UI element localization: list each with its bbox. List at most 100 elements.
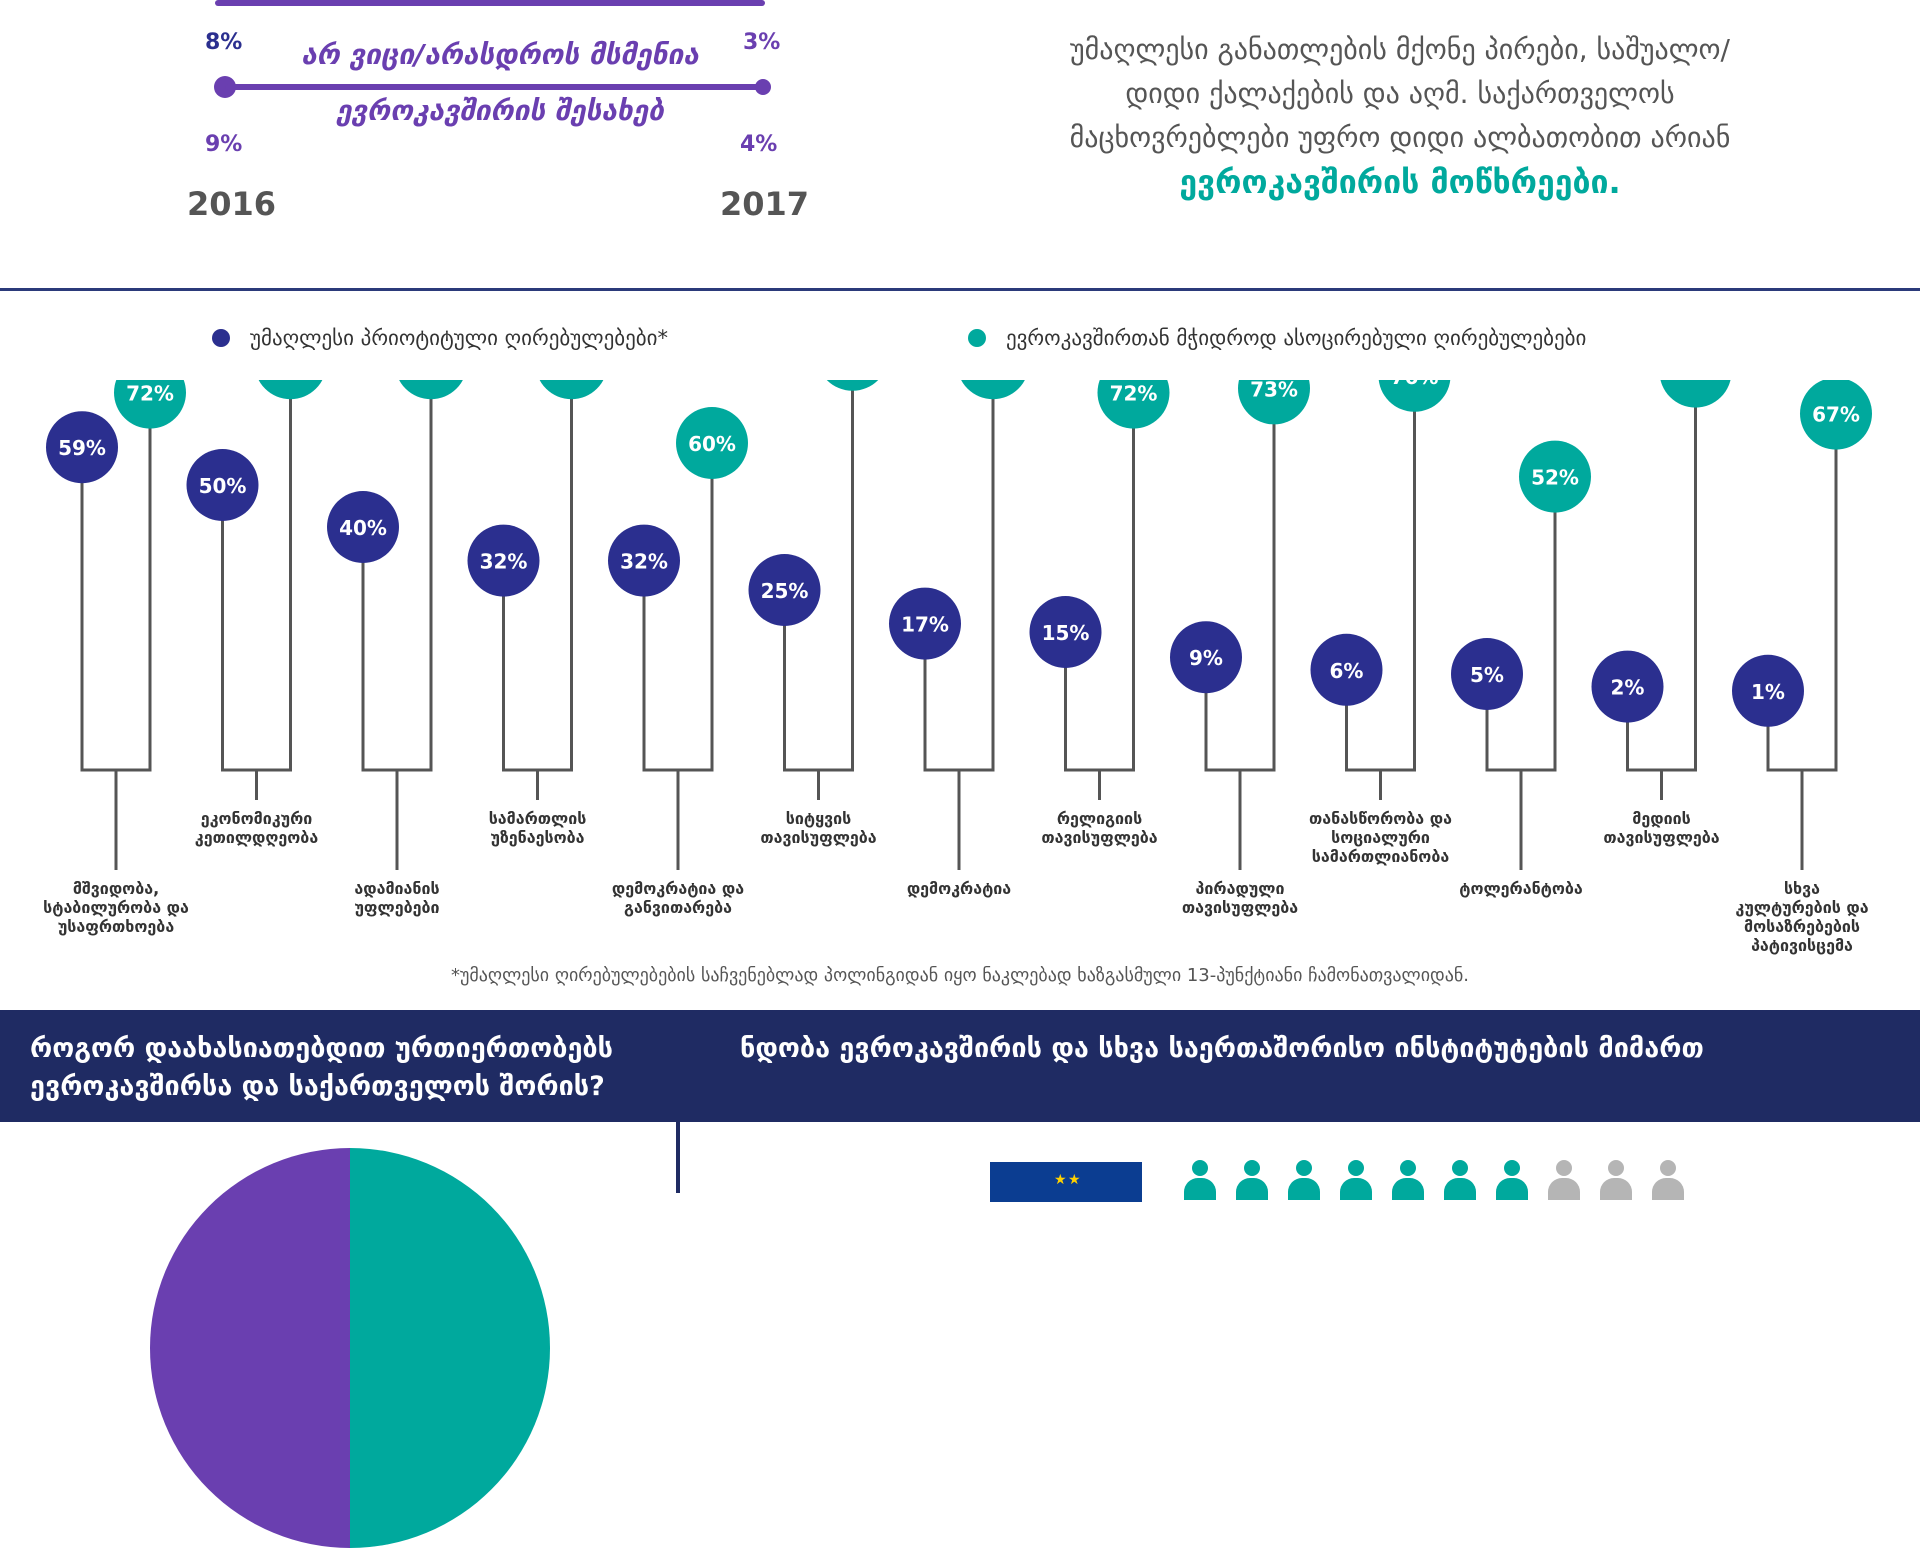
navy-value-label: 40% <box>339 516 387 540</box>
navy-marker <box>186 449 259 521</box>
bottom-separator <box>676 1010 680 1193</box>
trend-line-top <box>215 0 765 6</box>
connector-line <box>1485 476 1557 772</box>
right-note: უმაღლესი განათლების მქონე პირები, საშუალ… <box>960 28 1840 204</box>
person-icon <box>1596 1160 1636 1200</box>
right-note-line2: დიდი ქალაქების და აღმ. საქართველოს <box>1125 77 1675 110</box>
person-icon <box>1492 1160 1532 1200</box>
category-label: სიტყვის თავისუფლება <box>760 809 876 847</box>
trend-label-line2: ევროკავშირის შესახებ <box>336 94 664 127</box>
navy-value-label: 25% <box>761 579 809 603</box>
navy-marker <box>1170 621 1242 694</box>
right-note-line1: უმაღლესი განათლების მქონე პირები, საშუალ… <box>1069 33 1730 66</box>
navy-value-label: 9% <box>1189 646 1223 670</box>
person-icon <box>1388 1160 1428 1200</box>
navy-marker <box>889 587 961 660</box>
legend-teal-label: ევროკავშირთან მჭიდროდ ასოცირებული ღირებუ… <box>1006 326 1587 350</box>
teal-marker <box>1238 380 1310 425</box>
eu-star-icon: ★ <box>1054 1172 1067 1188</box>
connector-line <box>923 380 995 772</box>
trend-b-start: 9% <box>205 132 243 157</box>
person-icon <box>1180 1160 1220 1200</box>
connector-line <box>1204 388 1276 772</box>
navy-marker <box>327 491 399 563</box>
teal-marker <box>258 380 323 400</box>
navy-value-label: 2% <box>1611 676 1645 700</box>
connector-line <box>221 380 292 772</box>
teal-marker <box>399 380 463 400</box>
category-label: დემოკრატია <box>907 879 1011 898</box>
person-icon <box>1232 1160 1272 1200</box>
values-dumbbell-chart: 59% 72% მშვიდობა, სტაბილურობა და უსაფრთხოება… <box>43 380 1872 955</box>
teal-value-label: 77% <box>1672 380 1720 385</box>
category-label: დემოკრატია და განვითარება <box>612 879 744 917</box>
trend-b-end: 4% <box>740 132 778 157</box>
category-label: სხვა კულტურების და მოსაზრებების პატივისცემა <box>1735 879 1868 955</box>
category-label: ადამიანის უფლებები <box>354 879 439 917</box>
teal-marker <box>1378 380 1451 412</box>
person-icon <box>1284 1160 1324 1200</box>
navy-value-label: 1% <box>1751 680 1785 704</box>
teal-marker <box>539 380 604 400</box>
right-note-highlight: ევროკავშირის მოწხრეები. <box>1179 163 1621 201</box>
navy-value-label: 5% <box>1470 663 1504 687</box>
navy-marker <box>608 524 680 597</box>
category-label: რელიგიის თავისუფლება <box>1041 809 1157 847</box>
person-icon <box>1544 1160 1584 1200</box>
teal-value-label: 67% <box>1812 403 1860 427</box>
left-question-band: როგორ დაახასიათებდით ურთიერთობებს ევროკა… <box>0 1010 676 1122</box>
navy-marker <box>1451 638 1523 710</box>
navy-marker <box>1029 596 1102 668</box>
navy-value-label: 32% <box>620 550 668 574</box>
right-title: ნდობა ევროკავშირის და სხვა საერთაშორისო … <box>740 1033 1704 1064</box>
teal-value-label: 60% <box>688 432 736 456</box>
teal-marker <box>1519 440 1591 513</box>
teal-value-label: 72% <box>126 382 174 406</box>
teal-marker <box>676 407 748 479</box>
teal-marker <box>114 380 186 429</box>
connector-line <box>642 443 714 772</box>
teal-value-label: 76% <box>1391 380 1439 389</box>
trend-label-line1: არ ვიცი/არასდროს მსმენია <box>301 38 699 71</box>
teal-marker <box>1660 380 1731 408</box>
teal-marker <box>826 380 879 391</box>
eu-flag-icon: ★ ★ <box>990 1162 1142 1202</box>
person-icon <box>1648 1160 1688 1200</box>
left-question-line2: ევროკავშირსა და საქართველოს შორის? <box>30 1071 605 1102</box>
person-icon <box>1440 1160 1480 1200</box>
navy-value-label: 6% <box>1330 659 1364 683</box>
teal-value-label: 73% <box>1250 380 1298 401</box>
navy-marker <box>1591 650 1664 723</box>
navy-marker <box>1310 633 1383 706</box>
navy-value-label: 32% <box>480 550 528 574</box>
teal-value-label: 72% <box>1110 382 1158 406</box>
category-label: მედიის თავისუფლება <box>1603 809 1719 847</box>
navy-value-label: 15% <box>1042 621 1090 645</box>
year-start: 2016 <box>187 185 277 223</box>
section-divider <box>0 288 1920 291</box>
category-label: ეკონომიკური კეთილდღეობა <box>195 809 319 847</box>
category-label: სამართლის უზენაესობა <box>489 809 587 847</box>
right-note-line3: მაცხოვრებლები უფრო დიდი ალბათობით არიან <box>1069 121 1731 154</box>
teal-marker <box>1097 380 1170 429</box>
relations-pie-chart <box>150 1148 550 1548</box>
person-icon <box>1336 1160 1376 1200</box>
trend-a-end: 3% <box>743 30 781 55</box>
navy-marker <box>748 554 821 626</box>
navy-marker <box>1732 654 1804 727</box>
legend-navy-dot <box>212 329 230 347</box>
teal-marker <box>1800 380 1872 450</box>
teal-value-label: 52% <box>1531 466 1579 490</box>
teal-marker <box>961 380 1025 400</box>
navy-marker <box>46 411 118 484</box>
navy-value-label: 50% <box>199 474 247 498</box>
navy-value-label: 59% <box>58 436 106 460</box>
trend-a-start: 8% <box>205 30 243 55</box>
year-end: 2017 <box>720 185 810 223</box>
legend-navy-label: უმაღლესი პრიოტიტული ღირებულებები* <box>250 326 669 350</box>
category-label: მშვიდობა, სტაბილურობა და უსაფრთხოება <box>43 879 189 936</box>
connector-line <box>1345 380 1416 772</box>
navy-marker <box>467 524 540 597</box>
trend-dot-end <box>755 79 771 95</box>
connector-line <box>361 380 433 772</box>
